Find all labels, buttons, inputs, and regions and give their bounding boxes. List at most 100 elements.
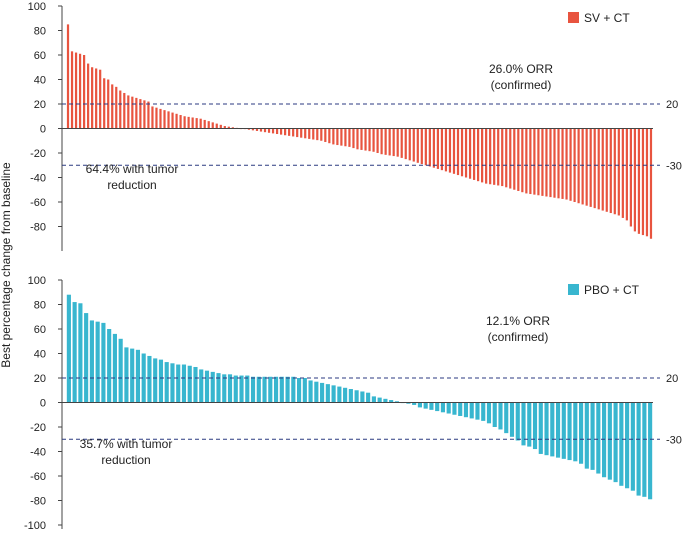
bar — [124, 347, 129, 403]
bar — [181, 364, 187, 403]
annotation-orr: (confirmed) — [488, 330, 549, 344]
bar — [187, 365, 192, 403]
bar — [291, 376, 296, 403]
bar — [408, 128, 411, 161]
legend-label: SV + CT — [584, 11, 630, 25]
bar — [360, 128, 363, 150]
bar — [505, 128, 508, 188]
bar — [219, 124, 222, 129]
bar — [388, 128, 391, 156]
bar — [112, 333, 117, 403]
bar — [648, 402, 653, 500]
y-tick-label: 40 — [34, 75, 46, 87]
y-tick-label: 60 — [34, 324, 46, 336]
bar — [262, 376, 267, 403]
bar — [513, 128, 516, 190]
bar — [621, 128, 624, 218]
bar — [163, 110, 166, 129]
annotation-orr: 26.0% ORR — [489, 62, 553, 76]
bar — [384, 128, 387, 155]
bar — [259, 128, 263, 132]
bar — [360, 391, 365, 403]
bar — [529, 128, 532, 195]
bar — [95, 68, 98, 129]
bar — [111, 84, 114, 129]
bar — [107, 79, 110, 129]
bar — [424, 128, 427, 166]
annotation-reduction: 35.7% with tumor — [80, 437, 173, 451]
annotation-orr: 12.1% ORR — [486, 314, 550, 328]
bar — [404, 128, 407, 160]
bar — [521, 128, 524, 193]
bar — [89, 320, 94, 403]
bar — [417, 402, 422, 408]
y-tick-label: -20 — [30, 148, 46, 160]
bar — [325, 384, 330, 403]
bar — [118, 338, 123, 403]
bar — [245, 375, 250, 403]
bar — [501, 128, 504, 187]
bar — [550, 402, 555, 457]
bar — [456, 128, 460, 176]
y-tick-label: -20 — [30, 422, 46, 434]
bar — [619, 402, 624, 486]
bar — [532, 402, 538, 450]
y-tick-label: 100 — [28, 275, 46, 287]
bar — [336, 128, 339, 146]
bar — [256, 376, 261, 403]
bar — [412, 402, 417, 405]
bar — [199, 118, 202, 129]
bar — [597, 128, 600, 210]
bar — [406, 402, 411, 404]
bar — [585, 128, 588, 206]
bar — [179, 115, 182, 129]
bar — [440, 402, 446, 413]
bar — [304, 128, 307, 139]
bar — [147, 101, 150, 129]
bar — [171, 112, 174, 129]
bar — [485, 128, 488, 184]
bar — [337, 386, 342, 403]
panel-top-sv-ct: 100 80 60 40 20 0 -20 -40 -60 -80 20 -30 SV + CT 26.0… — [28, 1, 682, 251]
bar — [392, 128, 395, 157]
bar — [131, 96, 134, 129]
bar — [101, 322, 106, 403]
bar — [545, 128, 548, 197]
bar — [446, 402, 451, 414]
bar — [440, 128, 444, 171]
bar — [141, 353, 146, 403]
bar — [175, 113, 178, 129]
bar — [584, 402, 589, 469]
legend-label: PBO + CT — [584, 283, 640, 297]
bar — [565, 128, 568, 200]
bar — [159, 108, 162, 129]
bar — [123, 92, 126, 129]
bar — [605, 128, 608, 212]
bar — [84, 313, 89, 403]
y-tick-label: 20 — [34, 99, 46, 111]
bar — [633, 128, 637, 232]
bar — [187, 116, 190, 129]
bar — [167, 111, 170, 129]
y-tick-label: 40 — [34, 349, 46, 361]
bar — [366, 392, 371, 403]
bar — [348, 389, 353, 403]
bar — [527, 402, 532, 447]
bar — [617, 128, 620, 216]
bar — [70, 51, 74, 129]
bar — [203, 119, 206, 129]
bar — [458, 402, 463, 416]
bar — [343, 387, 348, 403]
bar — [316, 128, 319, 141]
bar — [227, 374, 233, 403]
bar — [444, 128, 448, 172]
bar — [561, 402, 566, 459]
bar — [607, 402, 612, 480]
y-tick-label: 0 — [40, 124, 46, 136]
annotation-orr: (confirmed) — [491, 78, 552, 92]
bar — [376, 128, 379, 153]
bar — [423, 402, 428, 409]
bar — [533, 128, 536, 195]
bar — [308, 128, 311, 139]
